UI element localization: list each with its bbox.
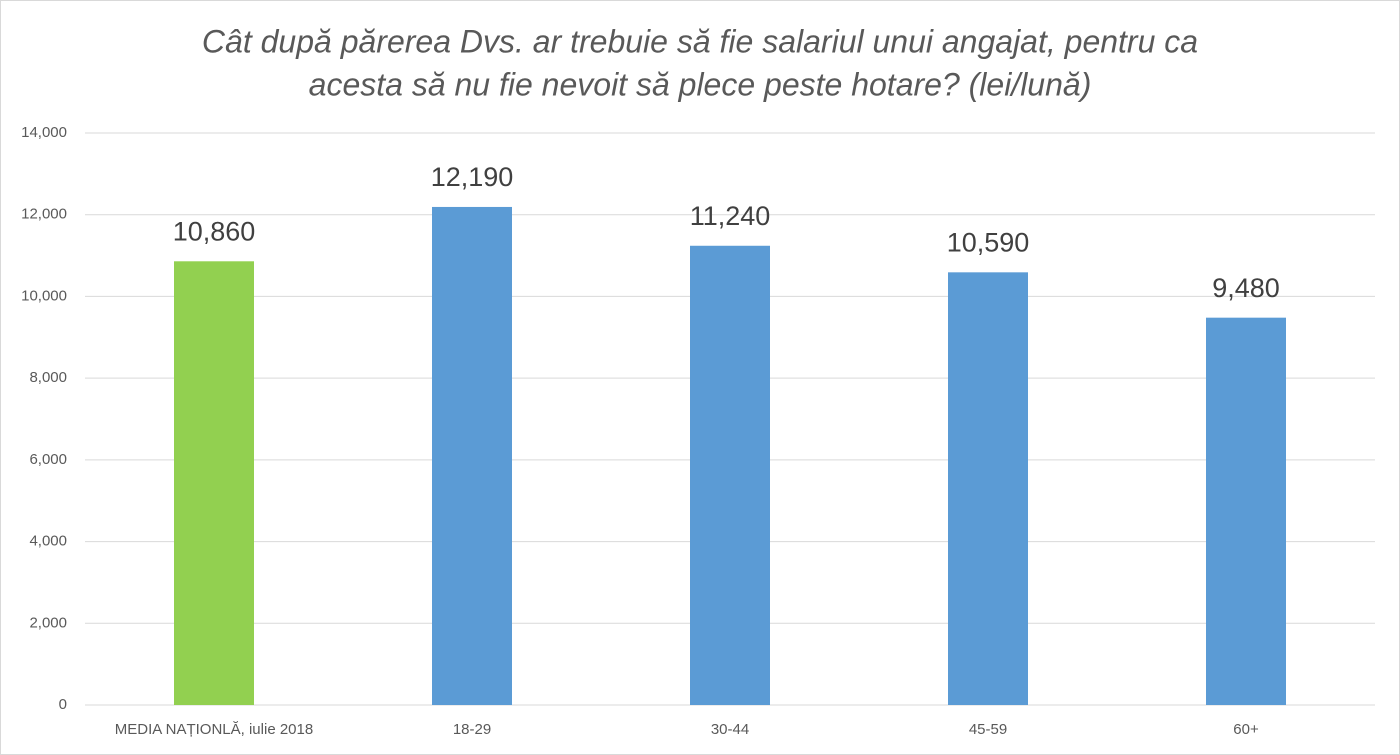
value-label: 12,190 xyxy=(431,162,514,192)
x-tick-label: 30-44 xyxy=(711,721,749,738)
y-tick-label: 14,000 xyxy=(21,124,67,141)
x-tick-label: MEDIA NAȚIONLĂ, iulie 2018 xyxy=(115,721,313,738)
y-tick-label: 2,000 xyxy=(29,614,67,631)
chart-title-line: Cât după părerea Dvs. ar trebuie să fie … xyxy=(202,23,1198,59)
bar xyxy=(690,245,770,705)
y-tick-label: 4,000 xyxy=(29,533,67,550)
y-tick-label: 8,000 xyxy=(29,369,67,386)
bar xyxy=(432,206,512,706)
value-label: 9,480 xyxy=(1212,273,1280,303)
bar xyxy=(948,272,1028,705)
value-label: 11,240 xyxy=(690,201,771,231)
y-tick-label: 0 xyxy=(59,696,67,713)
x-tick-label: 60+ xyxy=(1233,721,1259,738)
bar xyxy=(1206,317,1286,705)
y-tick-label: 12,000 xyxy=(21,206,67,223)
value-label: 10,860 xyxy=(173,216,256,246)
x-tick-label: 18-29 xyxy=(453,721,491,738)
chart-title-line: acesta să nu fie nevoit să plece peste h… xyxy=(309,66,1092,102)
bar xyxy=(174,261,254,705)
x-tick-label: 45-59 xyxy=(969,721,1007,738)
y-tick-label: 10,000 xyxy=(21,287,67,304)
y-tick-label: 6,000 xyxy=(29,451,67,468)
value-label: 10,590 xyxy=(947,227,1030,257)
